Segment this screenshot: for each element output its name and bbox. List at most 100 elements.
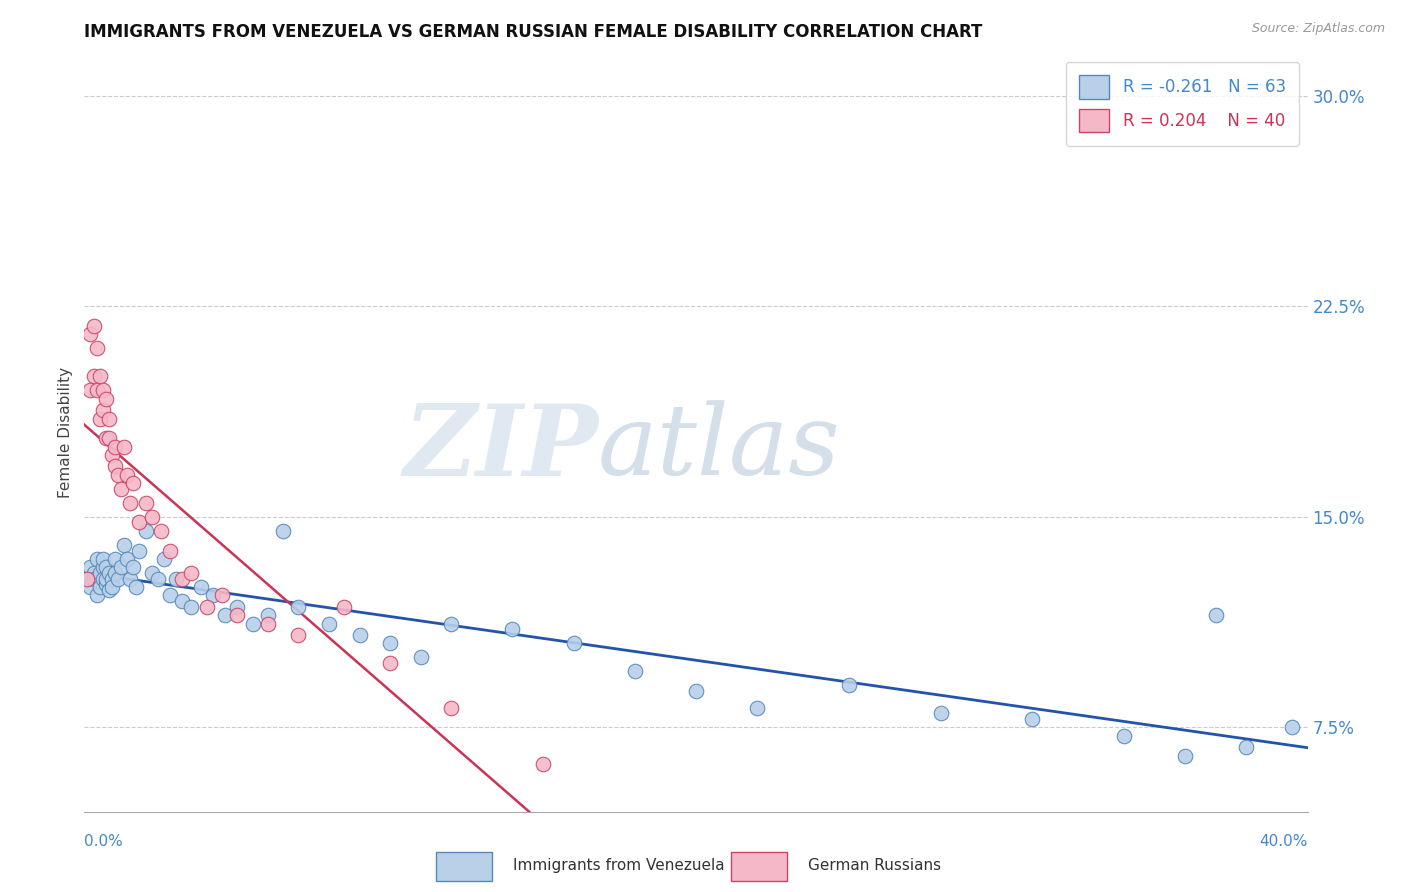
- Point: [91, 560, 114, 574]
- Point: [76, 572, 98, 586]
- Point: [440, 701, 463, 715]
- Point: [226, 599, 249, 614]
- Point: [115, 467, 138, 482]
- Point: [1205, 608, 1227, 623]
- Point: [172, 594, 194, 608]
- Point: [89, 369, 111, 384]
- Point: [1114, 729, 1136, 743]
- Text: 0.0%: 0.0%: [84, 834, 124, 849]
- Point: [287, 628, 309, 642]
- Text: IMMIGRANTS FROM VENEZUELA VS GERMAN RUSSIAN FEMALE DISABILITY CORRELATION CHART: IMMIGRANTS FROM VENEZUELA VS GERMAN RUSS…: [84, 23, 983, 41]
- Point: [624, 665, 647, 679]
- Point: [149, 524, 172, 538]
- Point: [172, 572, 194, 586]
- Point: [135, 496, 157, 510]
- Point: [79, 580, 101, 594]
- Point: [141, 566, 163, 580]
- Text: atlas: atlas: [598, 401, 841, 495]
- Point: [94, 560, 117, 574]
- Point: [146, 572, 169, 586]
- Point: [115, 552, 138, 566]
- Point: [89, 566, 111, 580]
- Point: [97, 411, 120, 425]
- FancyBboxPatch shape: [731, 852, 787, 881]
- Point: [1174, 748, 1197, 763]
- Text: German Russians: German Russians: [808, 858, 942, 872]
- Point: [242, 616, 264, 631]
- Text: Source: ZipAtlas.com: Source: ZipAtlas.com: [1251, 22, 1385, 36]
- Point: [128, 543, 150, 558]
- Point: [380, 656, 402, 670]
- Point: [79, 384, 101, 398]
- Point: [104, 459, 127, 474]
- Point: [531, 756, 554, 771]
- Point: [112, 440, 135, 454]
- Point: [83, 318, 105, 333]
- Point: [153, 552, 176, 566]
- Point: [86, 552, 108, 566]
- Point: [83, 566, 105, 580]
- Point: [135, 524, 157, 538]
- Point: [120, 496, 142, 510]
- Point: [110, 482, 132, 496]
- Point: [83, 572, 105, 586]
- Point: [838, 678, 860, 692]
- Point: [110, 560, 132, 574]
- Point: [94, 577, 117, 591]
- Point: [86, 342, 108, 356]
- Point: [929, 706, 952, 721]
- Point: [180, 566, 202, 580]
- Point: [1021, 712, 1043, 726]
- Point: [91, 552, 114, 566]
- Point: [1236, 740, 1258, 755]
- Point: [440, 616, 463, 631]
- Point: [159, 543, 181, 558]
- Point: [562, 636, 585, 650]
- Point: [1281, 721, 1303, 735]
- Point: [190, 580, 212, 594]
- Point: [94, 392, 117, 406]
- Point: [83, 369, 105, 384]
- Point: [318, 616, 340, 631]
- Point: [257, 608, 280, 623]
- Point: [101, 448, 124, 462]
- Point: [214, 608, 236, 623]
- Point: [101, 572, 124, 586]
- Y-axis label: Female Disability: Female Disability: [58, 367, 73, 499]
- Point: [94, 431, 117, 445]
- Legend: R = -0.261   N = 63, R = 0.204    N = 40: R = -0.261 N = 63, R = 0.204 N = 40: [1066, 62, 1299, 145]
- Point: [91, 572, 114, 586]
- Point: [122, 476, 145, 491]
- Point: [125, 580, 148, 594]
- Point: [89, 580, 111, 594]
- Text: 40.0%: 40.0%: [1260, 834, 1308, 849]
- Point: [91, 403, 114, 417]
- Point: [104, 440, 127, 454]
- Point: [141, 509, 163, 524]
- Point: [101, 580, 124, 594]
- Point: [271, 524, 294, 538]
- Point: [685, 684, 707, 698]
- Text: ZIP: ZIP: [404, 400, 598, 496]
- Point: [502, 622, 524, 636]
- Point: [257, 616, 280, 631]
- Point: [76, 572, 98, 586]
- Point: [747, 701, 769, 715]
- Point: [128, 516, 150, 530]
- Point: [97, 431, 120, 445]
- Point: [97, 566, 120, 580]
- Point: [180, 599, 202, 614]
- Point: [211, 589, 233, 603]
- Point: [86, 589, 108, 603]
- Point: [165, 572, 187, 586]
- Point: [112, 538, 135, 552]
- Point: [349, 628, 371, 642]
- Point: [94, 572, 117, 586]
- Point: [86, 384, 108, 398]
- Text: Immigrants from Venezuela: Immigrants from Venezuela: [513, 858, 725, 872]
- Point: [79, 560, 101, 574]
- Point: [89, 411, 111, 425]
- Point: [226, 608, 249, 623]
- Point: [380, 636, 402, 650]
- Point: [201, 589, 224, 603]
